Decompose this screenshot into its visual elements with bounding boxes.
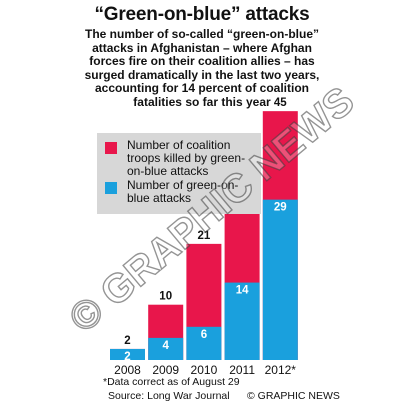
legend-label-attacks: Number of green-on-blue attacks — [127, 178, 239, 205]
data-note: *Data correct as of August 29 — [103, 376, 240, 388]
x-tick-label-1: 2009 — [152, 363, 179, 377]
data-label-killed-4: 45 — [274, 97, 287, 109]
data-label-killed-1: 10 — [159, 291, 172, 303]
data-label-killed-0: 2 — [124, 335, 130, 347]
data-label-attacks-4: 29 — [274, 202, 287, 214]
data-label-attacks-0: 2 — [124, 351, 130, 363]
bar-attacks-3 — [224, 282, 260, 360]
data-label-attacks-1: 4 — [162, 340, 169, 352]
legend-swatch-attacks — [105, 182, 117, 194]
data-label-killed-2: 21 — [198, 230, 211, 242]
credit-line: © GRAPHIC NEWS — [247, 390, 340, 402]
legend-swatch-killed — [105, 142, 117, 154]
x-tick-label-4: 2012* — [265, 363, 297, 377]
legend: Number of coalition troops killed by gre… — [97, 133, 261, 214]
data-label-attacks-2: 6 — [201, 329, 207, 341]
source-line: Source: Long War Journal — [108, 390, 230, 402]
chart-title: “Green-on-blue” attacks — [94, 4, 310, 25]
legend-label-killed: Number of coalition troops killed by gre… — [127, 138, 246, 178]
bar-attacks-4 — [262, 199, 298, 360]
bar-attacks-2 — [186, 326, 222, 360]
bar-attacks-0 — [110, 348, 145, 360]
x-tick-label-0: 2008 — [114, 363, 141, 377]
bar-attacks-1 — [148, 337, 184, 360]
data-label-attacks-3: 14 — [236, 285, 249, 297]
x-tick-label-2: 2010 — [191, 363, 218, 377]
chart-subtitle: The number of so-called “green-on-blue” … — [84, 27, 320, 109]
x-tick-label-3: 2011 — [229, 363, 255, 377]
